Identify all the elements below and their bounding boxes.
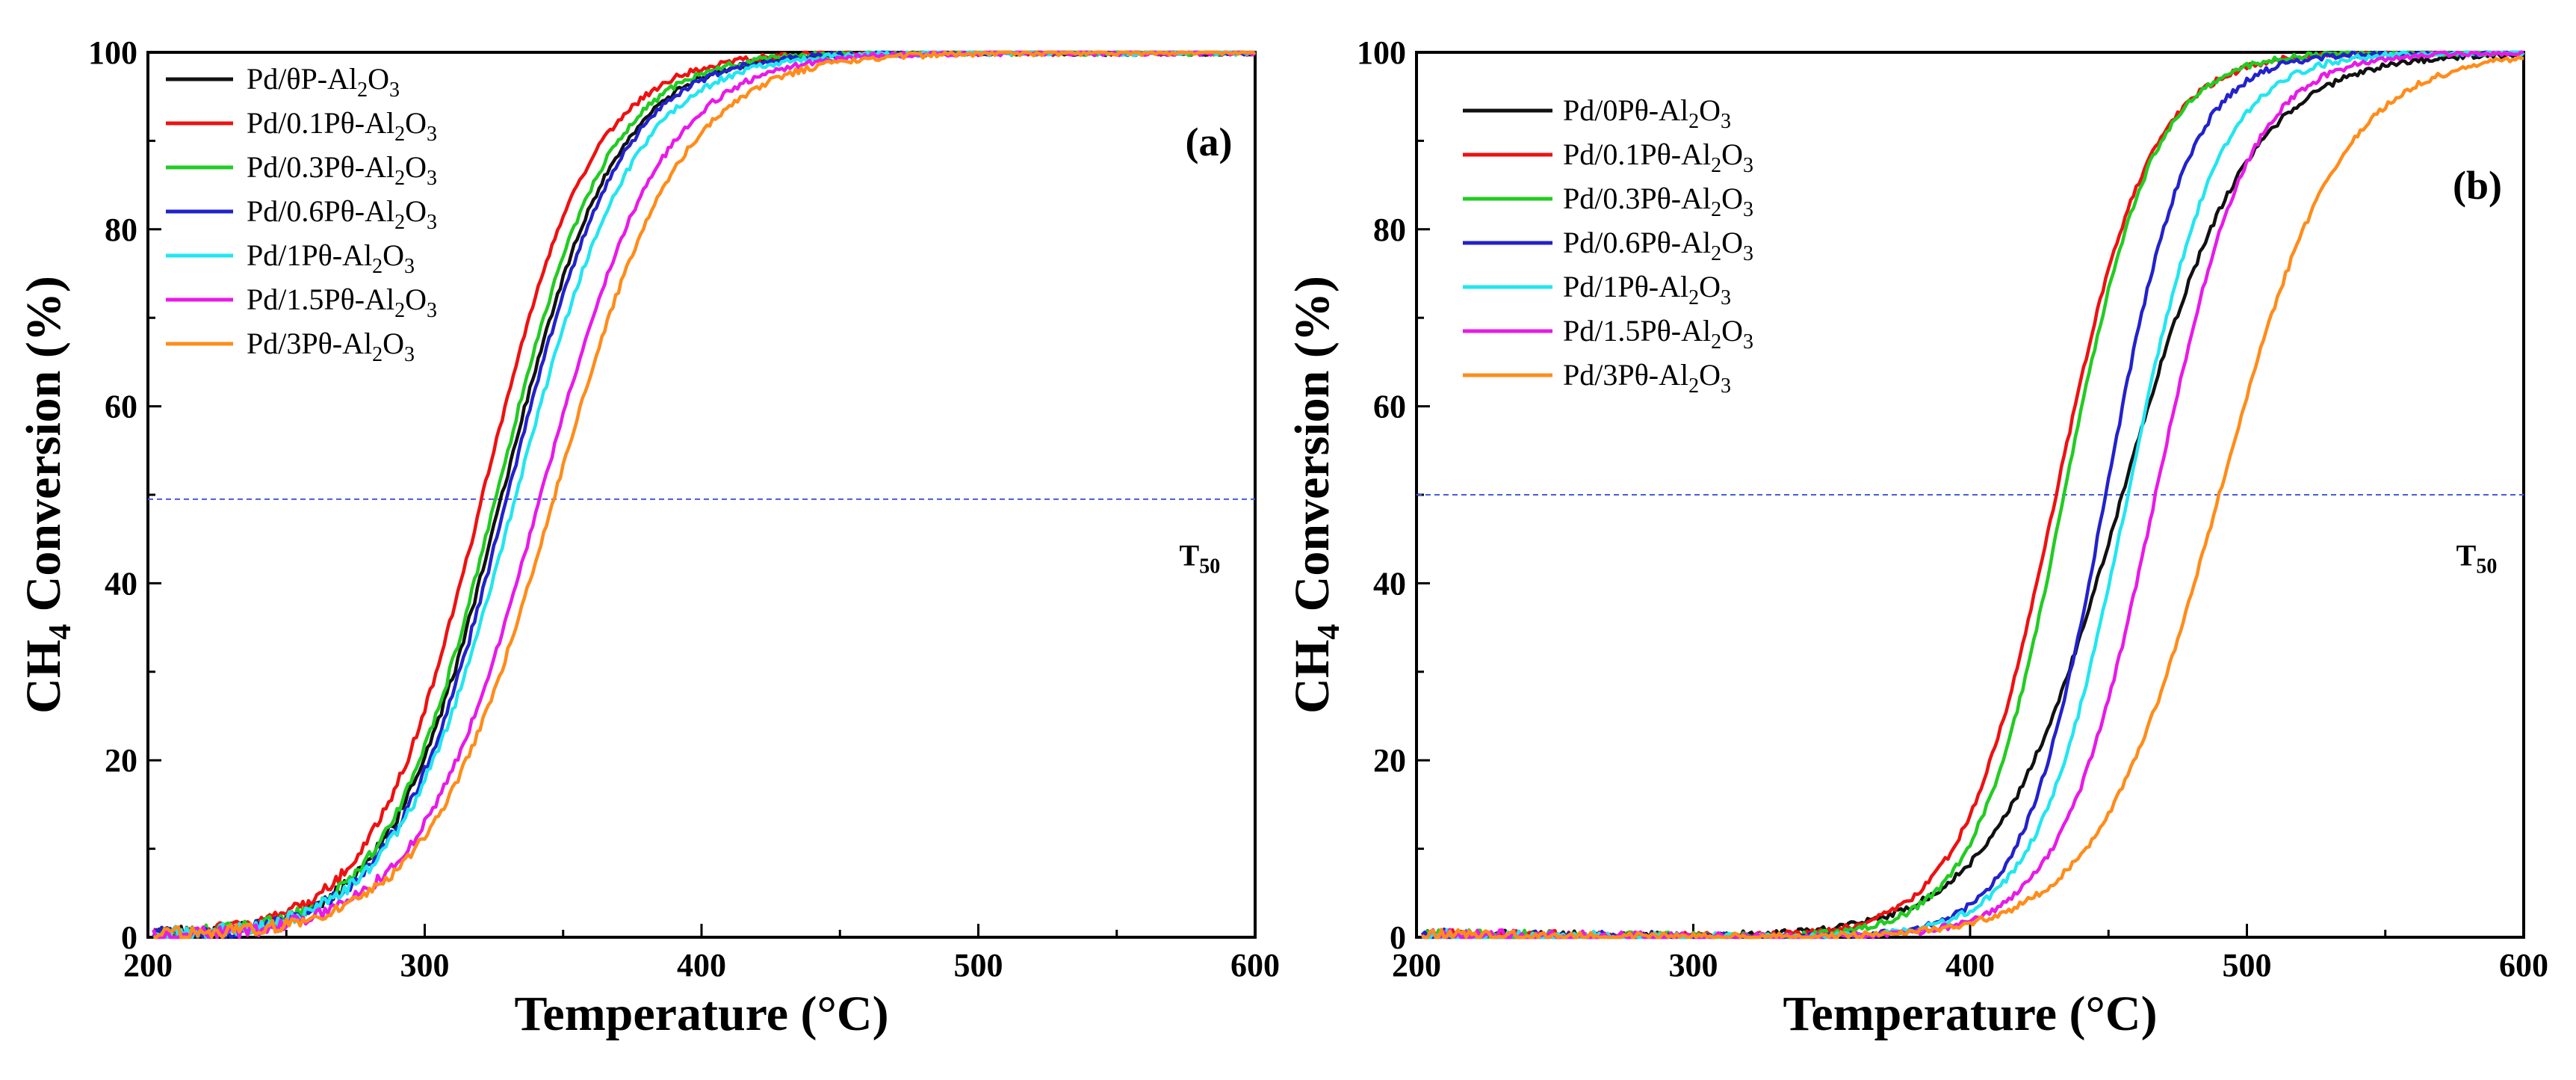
- series-line: [153, 50, 1256, 939]
- panel-label-b: (b): [2453, 163, 2502, 208]
- y-tick-label: 0: [121, 919, 137, 956]
- y-tick-label: 20: [105, 742, 137, 779]
- x-tick-label: 500: [954, 947, 1003, 984]
- legend-a: Pd/θP-Al2O3Pd/0.1Pθ-Al2O3Pd/0.3Pθ-Al2O3P…: [166, 62, 437, 366]
- legend-b: Pd/0Pθ-Al2O3 Pd/0.1Pθ-Al2O3 Pd/0.3Pθ-Al2O3…: [1463, 93, 1753, 398]
- series-line: [152, 50, 1256, 939]
- y-tick-label: 60: [1373, 389, 1406, 425]
- series-line: [152, 50, 1256, 939]
- legend-entry-label: Pd/3Pθ-Al2O3: [1563, 358, 1731, 398]
- series-line: [1421, 55, 2524, 939]
- y-tick-label: 20: [1373, 742, 1406, 779]
- y-tick-label: 100: [1357, 34, 1406, 71]
- x-tick-label: 400: [677, 947, 726, 984]
- series-line: [153, 50, 1257, 939]
- x-axis-title: Temperature (°C): [1783, 987, 2157, 1041]
- y-tick-label: 100: [88, 34, 137, 71]
- legend-entry-label: Pd/3Pθ-Al2O3: [247, 327, 415, 366]
- panel-label-a: (a): [1186, 120, 1233, 164]
- x-tick-label: 600: [1230, 947, 1280, 984]
- x-tick-label: 400: [1945, 947, 1995, 984]
- t50-label: T50: [2456, 539, 2498, 578]
- plot-frame-a: [146, 51, 1257, 939]
- x-tick-label: 200: [1392, 947, 1441, 984]
- legend-entry-label: Pd/0.3Pθ-Al2O3: [247, 150, 437, 190]
- series-line: [152, 50, 1257, 939]
- legend-entry-label: Pd/0.3Pθ-Al2O3: [1563, 182, 1753, 221]
- legend-entry-label: Pd/1.5Pθ-Al2O3: [247, 283, 437, 322]
- y-tick-label: 40: [1373, 565, 1406, 602]
- x-tick-label: 300: [400, 947, 450, 984]
- y-tick-label: 80: [1373, 212, 1406, 248]
- legend-entry-label: Pd/0Pθ-Al2O3: [1563, 93, 1731, 133]
- panel-b: 200 300 400 500 600 0 20 40 60 80 100 Temperature (…: [1285, 34, 2548, 1041]
- y-tick-label: 60: [105, 389, 137, 425]
- legend-entry-label: Pd/θP-Al2O3: [247, 62, 400, 102]
- t50-label: T50: [1180, 539, 1221, 578]
- legend-entry-label: Pd/1.5Pθ-Al2O3: [1563, 314, 1753, 354]
- series-line: [152, 50, 1256, 939]
- y-axis-title: CH4 Conversion (%): [16, 276, 78, 714]
- legend-entry-label: Pd/1Pθ-Al2O3: [1563, 270, 1731, 309]
- panel-a: 200 300 400 500 600 0 20 40 60 80 100 Temperature (…: [16, 34, 1280, 1041]
- x-tick-label: 600: [2499, 947, 2548, 984]
- series-line: [1421, 50, 2524, 939]
- legend-entry-label: Pd/1Pθ-Al2O3: [247, 238, 415, 278]
- legend-entry-label: Pd/0.6Pθ-Al2O3: [247, 194, 437, 234]
- y-axis-title: CH4 Conversion (%): [1285, 276, 1346, 714]
- legend-entry-label: Pd/0.6Pθ-Al2O3: [1563, 226, 1753, 265]
- y-tick-label: 40: [105, 565, 137, 602]
- x-axis-title: Temperature (°C): [514, 987, 888, 1041]
- legend-entry-label: Pd/0.1Pθ-Al2O3: [1563, 138, 1753, 177]
- x-tick-label: 200: [123, 947, 173, 984]
- series-line: [153, 50, 1256, 939]
- y-tick-label: 80: [105, 212, 137, 248]
- legend-entry-label: Pd/0.1Pθ-Al2O3: [247, 106, 437, 146]
- y-tick-label: 0: [1390, 919, 1406, 956]
- x-tick-label: 300: [1669, 947, 1718, 984]
- x-tick-label: 500: [2223, 947, 2272, 984]
